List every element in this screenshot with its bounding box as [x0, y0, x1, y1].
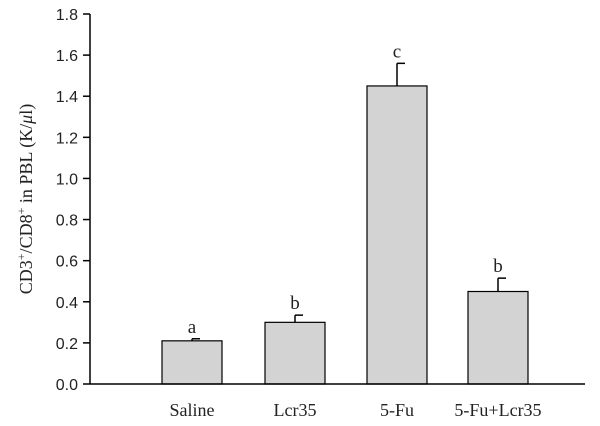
y-tick-label: 0.4	[56, 295, 78, 312]
error-bars	[191, 62, 506, 341]
y-title-part: CD3	[16, 260, 36, 294]
y-tick-label: 0.0	[56, 377, 78, 394]
bars	[161, 85, 529, 385]
x-category-label: 5-Fu	[380, 400, 414, 420]
y-tick-label: 0.8	[56, 213, 78, 230]
bar	[264, 321, 326, 385]
significance-label: c	[393, 41, 401, 62]
significance-label: b	[493, 256, 503, 277]
bar	[467, 290, 529, 385]
significance-labels: a b c b	[188, 41, 503, 337]
y-tick-label: 1.2	[56, 130, 78, 147]
y-title-superscript: +	[14, 207, 28, 214]
y-axis-title: CD3+/CD8+ in PBL (K/μl)	[14, 104, 37, 294]
significance-label: b	[290, 293, 300, 314]
bar	[366, 85, 428, 385]
y-title-part: in PBL (K/	[16, 124, 37, 208]
y-tick-label: 1.0	[56, 171, 78, 188]
significance-label: a	[188, 317, 197, 338]
x-category-label: Saline	[170, 400, 215, 420]
bar	[161, 340, 223, 385]
y-tick-label: 1.6	[56, 48, 78, 65]
x-category-label: Lcr35	[274, 400, 317, 420]
y-tick-label: 0.6	[56, 254, 78, 271]
y-title-part: l)	[16, 104, 37, 115]
y-title-superscript: +	[14, 253, 28, 260]
x-category-label: 5-Fu+Lcr35	[454, 400, 541, 420]
category-labels: Saline Lcr35 5-Fu 5-Fu+Lcr35	[170, 400, 542, 420]
y-tick-label: 0.2	[56, 336, 78, 353]
y-tick-label: 1.8	[56, 7, 78, 24]
y-tick-label: 1.4	[56, 89, 78, 106]
y-title-part: /CD8	[16, 214, 36, 253]
y-axis-ticks: 0.0 0.2 0.4 0.6 0.8 1.0 1.2 1.4 1.6 1.8	[56, 7, 90, 394]
y-title-mu: μ	[16, 115, 36, 125]
